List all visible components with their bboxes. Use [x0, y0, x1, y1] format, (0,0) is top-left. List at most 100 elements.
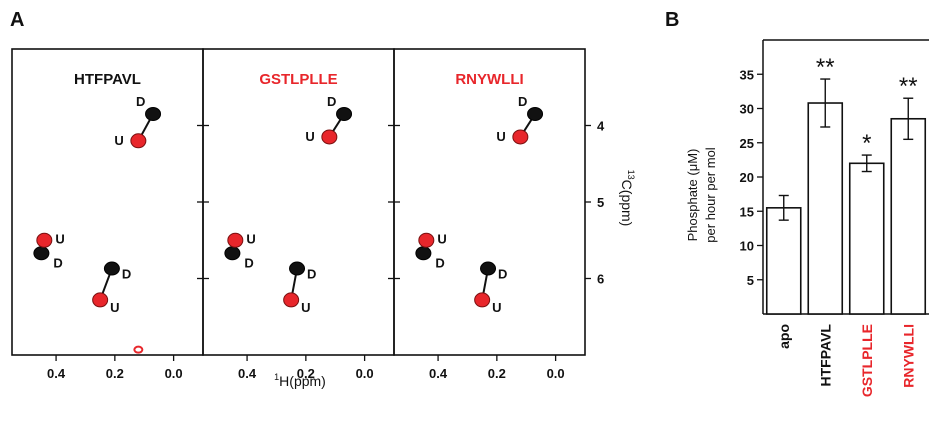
panel-b: B Phosphate (μM) per hour per mol 5 10 15 2…	[665, 9, 929, 397]
peak-label-D: D	[435, 255, 444, 270]
panel-a: A HTFPAVLDUDUDUGSTLPLLEDUDUDURNYWLLIDUDU…	[10, 9, 636, 389]
peak-D	[103, 261, 120, 276]
peak-D	[415, 246, 432, 261]
ylabel-line1-pre: Phosphate (	[685, 171, 700, 242]
peak-label-D: D	[307, 267, 316, 282]
peak-U	[321, 129, 338, 145]
peak-U	[92, 292, 109, 308]
bar	[765, 207, 802, 315]
y-axis-label: 13C(ppm)	[619, 170, 636, 227]
bar-y-tick-label: 35	[740, 67, 754, 82]
peak-D	[527, 107, 544, 122]
bar-y-axis-title: Phosphate (μM) per hour per mol	[685, 147, 718, 242]
y-axis-label-superscript: 13	[626, 170, 636, 180]
panel-a-label: A	[10, 9, 24, 31]
peak-label-D: D	[244, 255, 253, 270]
y-tick-label: 5	[597, 195, 604, 210]
spectrum-title: GSTLPLLE	[259, 71, 337, 88]
peak-label-U: U	[110, 300, 119, 315]
spectrum-frame	[202, 48, 395, 356]
peak-pair: DU	[305, 94, 353, 145]
y-axis: 4 5 6	[197, 119, 605, 287]
panel-b-label: B	[665, 9, 679, 31]
y-tick-label: 6	[597, 272, 604, 287]
x-tick-label: 0.4	[47, 366, 66, 381]
peak-U	[227, 232, 244, 248]
category-label: apo	[776, 324, 792, 349]
bar-y-tick-label: 15	[740, 204, 754, 219]
peak-pair: DU	[92, 261, 131, 315]
bar-y-axis-title-line2: per hour per mol	[703, 147, 718, 242]
bar	[848, 162, 885, 315]
peak-U	[283, 292, 300, 308]
peak-label-D: D	[136, 94, 145, 109]
peak-pair: DU	[283, 261, 316, 315]
x-tick-label: 0.2	[488, 366, 506, 381]
peak-label-U: U	[437, 231, 446, 246]
x-axis-label: 1H(ppm)	[274, 372, 326, 389]
peak-D	[336, 107, 353, 122]
bar-y-tick-label: 20	[740, 170, 754, 185]
x-axis: 0.4 0.2 0.0 0.4 0.2 0.0 0.4 0.2 0.0	[47, 355, 565, 381]
spectrum-frame	[393, 48, 586, 356]
bar-y-tick-label: 10	[740, 239, 754, 254]
peak-pair: DU	[415, 231, 447, 270]
category-label: GSTLPLLE	[859, 324, 875, 397]
x-tick-label: 0.2	[106, 366, 124, 381]
peak-label-U: U	[301, 300, 310, 315]
peak-label-D: D	[518, 94, 527, 109]
ylabel-line1-post: M)	[685, 149, 700, 164]
bar-y-tick-label: 5	[747, 273, 754, 288]
peak-U	[130, 133, 147, 149]
spectrum-title: RNYWLLI	[455, 71, 523, 88]
peak-D	[224, 246, 241, 261]
peak-U	[418, 232, 435, 248]
peak-D	[480, 261, 497, 276]
peak-U	[36, 232, 53, 248]
y-tick-label: 4	[597, 119, 605, 134]
x-tick-label: 0.4	[238, 366, 257, 381]
category-label: RNYWLLI	[900, 324, 916, 388]
spectrum-frame	[11, 48, 204, 356]
significance-marker: *	[862, 130, 871, 157]
peak-label-U: U	[114, 133, 123, 148]
peak-pair: DU	[496, 94, 544, 145]
bar	[807, 102, 844, 315]
x-tick-label: 0.0	[547, 366, 565, 381]
peak-pair: DU	[224, 231, 256, 270]
spectrum-title: HTFPAVL	[74, 71, 141, 88]
x-axis-label-main: H(ppm)	[279, 373, 326, 389]
peak-D	[289, 261, 306, 276]
peak-label-U: U	[496, 129, 505, 144]
peak-label-D: D	[53, 255, 62, 270]
significance-marker: **	[899, 73, 918, 100]
peak-label-U: U	[55, 231, 64, 246]
peak-U	[512, 129, 529, 145]
stray-peak	[133, 345, 144, 354]
peak-label-D: D	[122, 267, 131, 282]
peak-label-D: D	[498, 267, 507, 282]
peak-label-D: D	[327, 94, 336, 109]
x-tick-label: 0.2	[297, 366, 315, 381]
bar-y-tick-label: 25	[740, 136, 754, 151]
significance-marker: **	[816, 54, 835, 81]
bar-chart: 5 10 15 20 25 30 35 apo ** HTFPAVL * GSTLPLLE ** RNYW…	[740, 39, 929, 397]
x-tick-label: 0.0	[165, 366, 183, 381]
y-axis-label-main: C(ppm)	[619, 180, 635, 227]
peak-U	[474, 292, 491, 308]
peak-label-U: U	[492, 300, 501, 315]
peak-label-U: U	[305, 129, 314, 144]
peak-D	[145, 107, 162, 122]
x-tick-label: 0.0	[356, 366, 374, 381]
category-label: HTFPAVL	[817, 324, 833, 387]
ylabel-line1-mu: μ	[685, 164, 700, 172]
bar	[890, 117, 927, 315]
bar-y-axis-title-line1: Phosphate (μM)	[685, 149, 700, 242]
peak-D	[33, 246, 50, 261]
x-tick-label: 0.4	[429, 366, 448, 381]
